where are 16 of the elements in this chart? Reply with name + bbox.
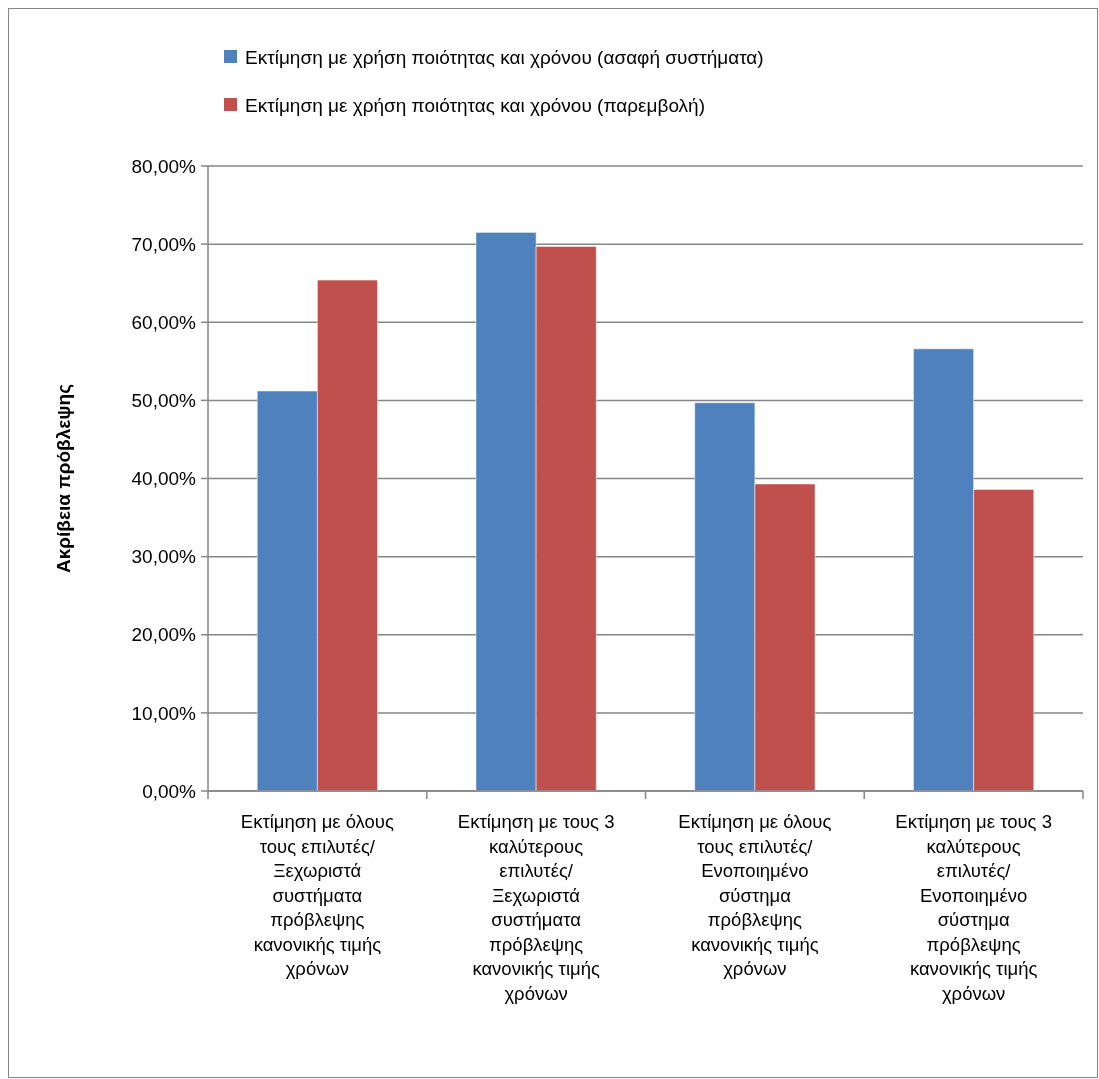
y-tick-label: 10,00% bbox=[131, 702, 197, 724]
y-tick-label: 20,00% bbox=[131, 624, 197, 646]
x-tick-label: Εκτίμηση με όλους τους επιλυτές/ Ξεχωριστά συστήματα πρόβλεψης κανονικής τιμής χρόνων bbox=[240, 811, 394, 979]
y-tick-label: 40,00% bbox=[131, 468, 197, 490]
y-tick-label: 60,00% bbox=[131, 311, 197, 333]
x-tick-label: Εκτίμηση με όλους τους επιλυτές/ Ενοποιημένο σύστημα πρόβλεψης κανονικής τιμής χρόνων bbox=[678, 811, 832, 979]
y-tick-label: 30,00% bbox=[131, 546, 197, 568]
x-tick-label: Εκτίμηση με τους 3 καλύτερους επιλυτές/ Ξεχωριστά συστήματα πρόβλεψης κανονικής τιμής χρόνων bbox=[457, 811, 615, 1004]
legend-label: Εκτίμηση με χρήση ποιότητας και χρόνου (παρεμβολή) bbox=[245, 94, 705, 116]
y-tick-label: 50,00% bbox=[131, 390, 197, 412]
y-tick-label: 0,00% bbox=[142, 780, 197, 802]
y-tick-label: 80,00% bbox=[131, 155, 197, 177]
y-tick-label: 70,00% bbox=[131, 233, 197, 255]
legend-label: Εκτίμηση με χρήση ποιότητας και χρόνου (ασαφή συστήματα) bbox=[245, 46, 764, 68]
x-tick-label: Εκτίμηση με τους 3 καλύτερους επιλυτές/ Ενοποιημένο σύστημα πρόβλεψης κανονικής τιμής χρόνων bbox=[895, 811, 1052, 1004]
y-axis-title: Ακρίβεια πρόβλεψης bbox=[53, 383, 74, 574]
